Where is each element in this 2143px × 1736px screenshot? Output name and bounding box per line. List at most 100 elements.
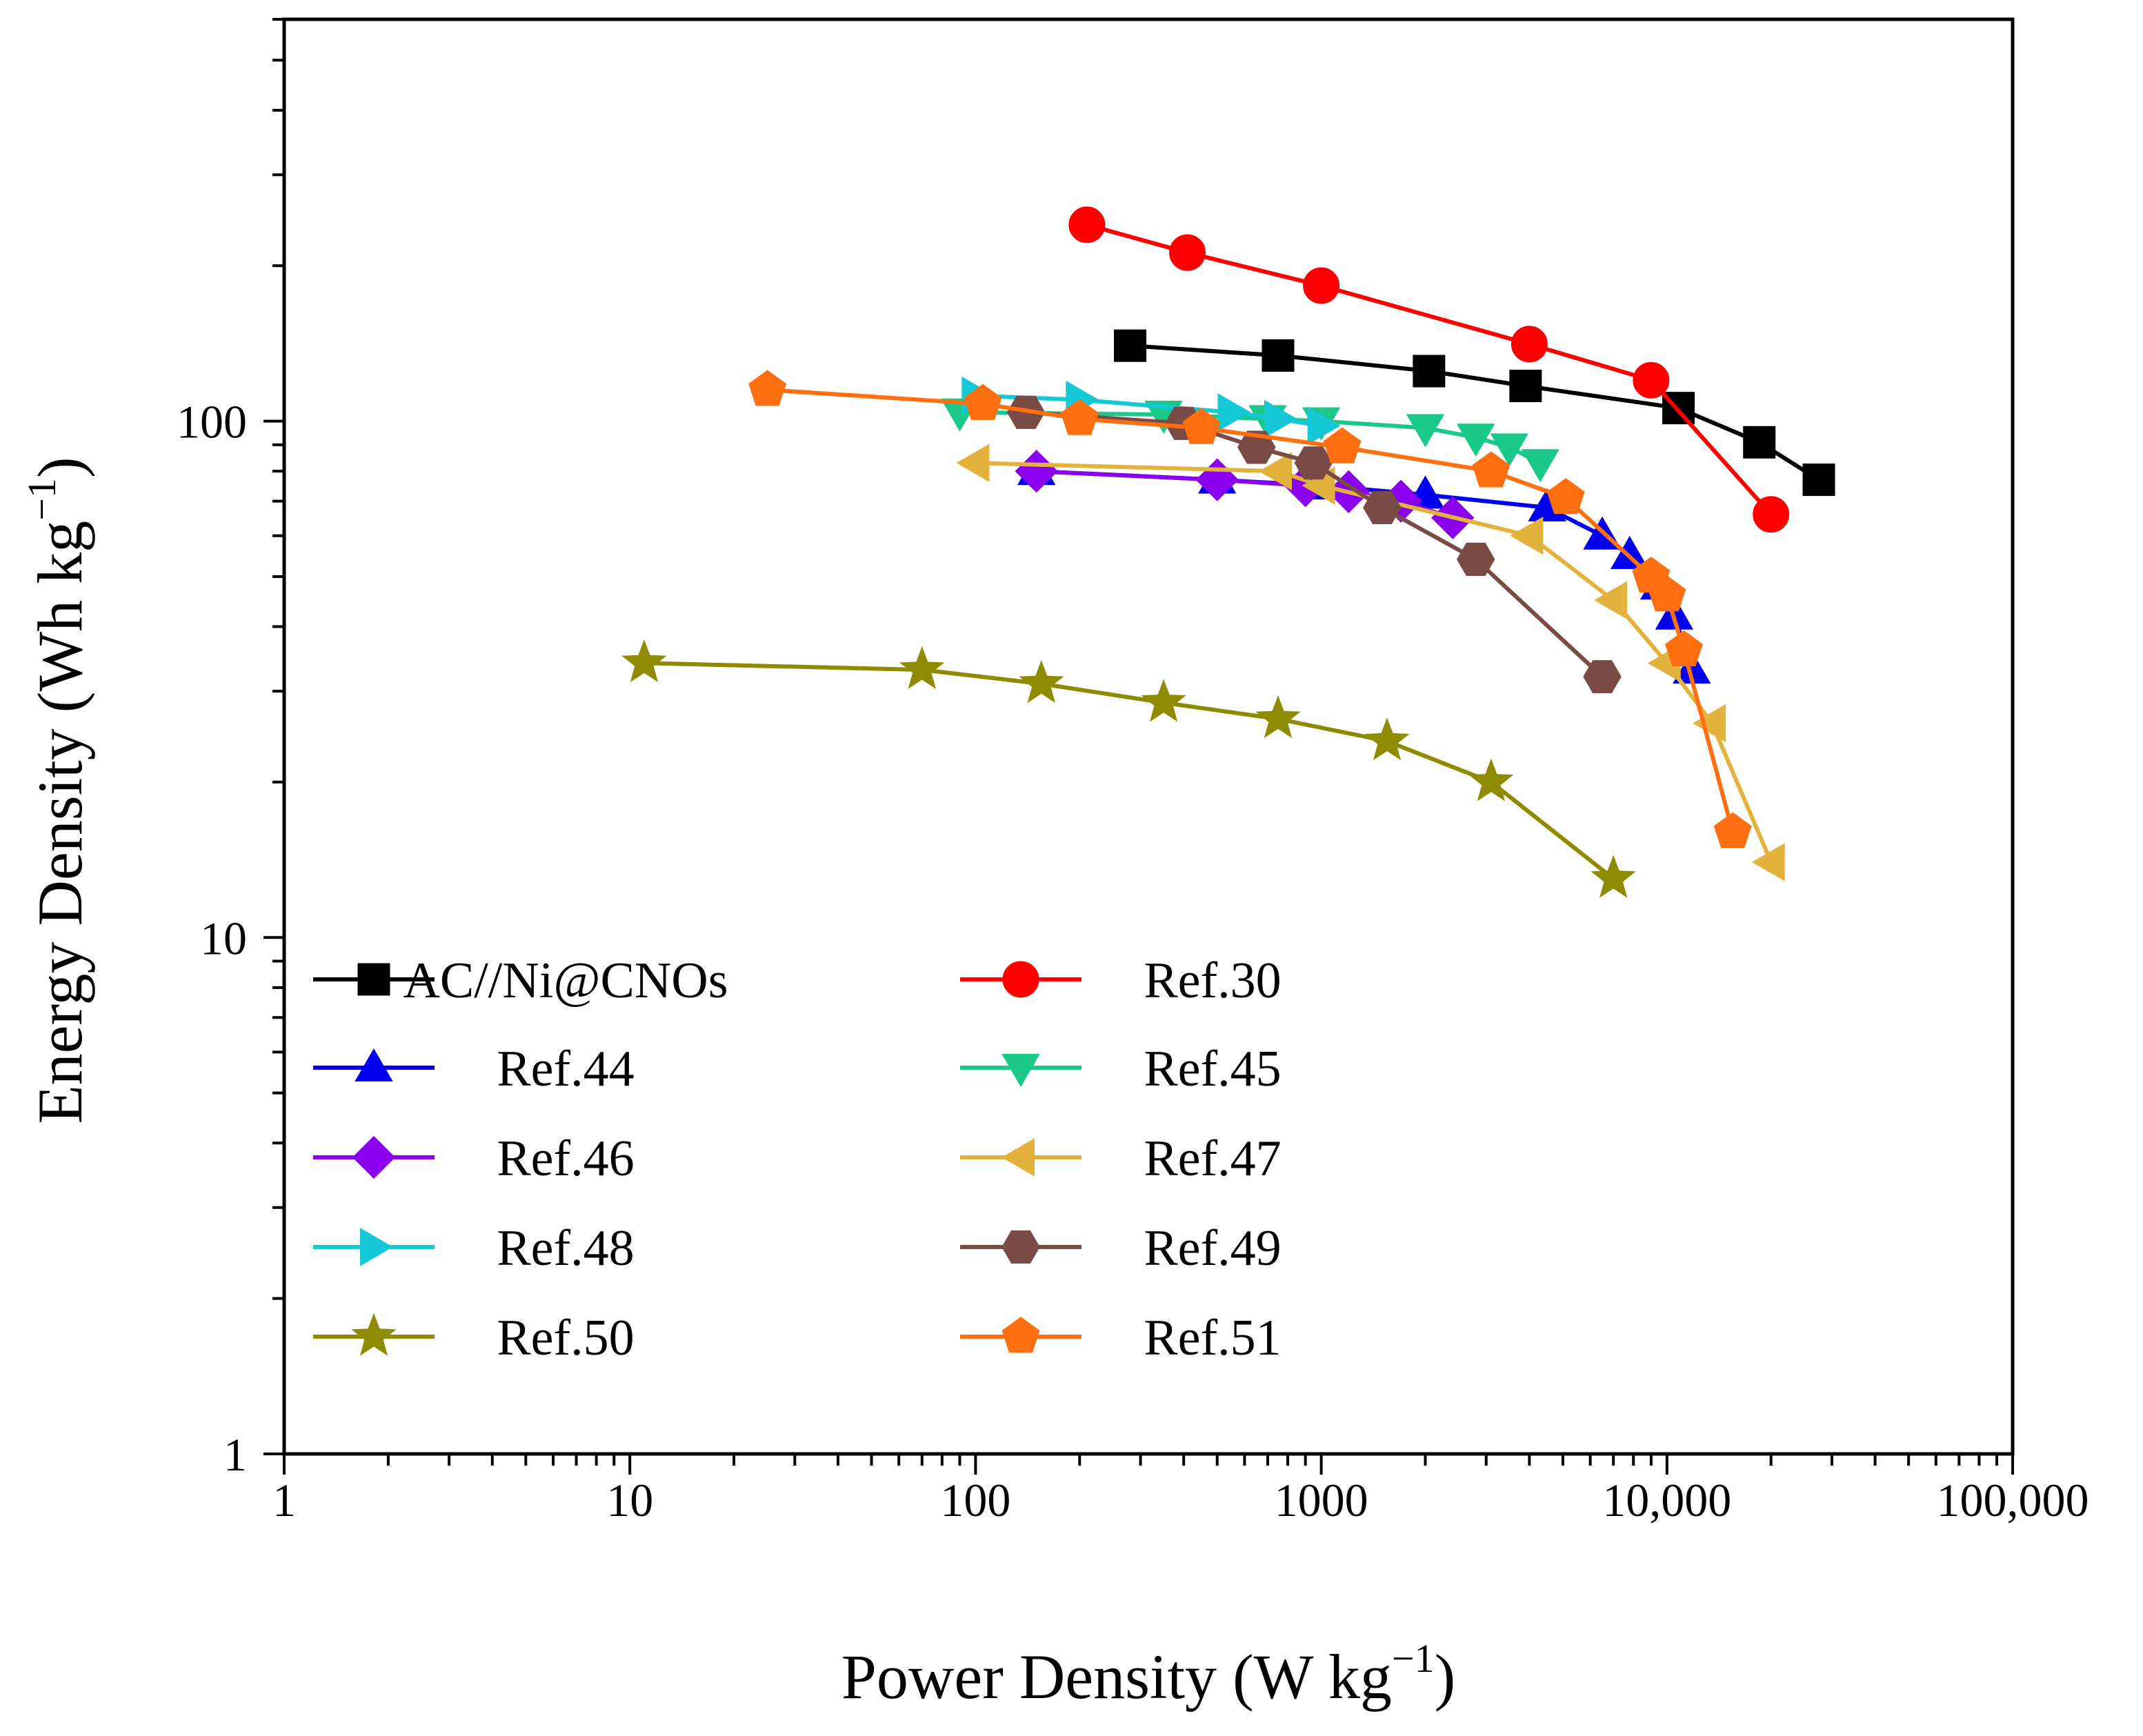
series-ref-51: [748, 370, 1752, 848]
data-point-ref-47: [1510, 517, 1544, 555]
data-point-ref-50: [1141, 679, 1186, 722]
x-tick-label: 1: [272, 1474, 296, 1526]
x-tick-label: 1000: [1275, 1474, 1368, 1526]
legend-label: Ref.50: [497, 1310, 634, 1366]
legend-marker: [1001, 1317, 1040, 1353]
data-point-ref-47: [1594, 581, 1628, 620]
data-point-ref-50: [1591, 855, 1636, 898]
y-axis-title: Energy Density (Wh kg−1): [19, 457, 95, 1124]
data-point-ref-48: [1264, 399, 1298, 439]
data-point-ref-47: [1693, 704, 1726, 743]
data-point-ac-ni-cnos: [1743, 426, 1776, 459]
data-point-ac-ni-cnos: [1802, 463, 1835, 497]
data-point-ref-30: [1169, 234, 1206, 271]
legend-label: AC//Ni@CNOs: [403, 952, 728, 1009]
data-point-ref-49: [1294, 446, 1333, 480]
series-line-ref-50: [644, 661, 1615, 881]
data-point-ref-49: [1456, 542, 1495, 576]
data-point-ref-51: [1665, 630, 1703, 667]
legend-marker: [1002, 961, 1039, 998]
legend-entry-ref-45: Ref.45: [960, 1041, 1282, 1097]
x-tick-label: 10,000: [1602, 1474, 1731, 1526]
series-ref-49: [1006, 395, 1622, 694]
tick-labels: 1 10 100 1000 10,000 100,000 1 10 100: [177, 396, 2089, 1526]
data-point-ref-47: [956, 443, 990, 482]
data-point-ref-30: [1753, 496, 1790, 533]
data-point-ref-30: [1511, 326, 1548, 363]
data-point-ref-49: [1363, 491, 1402, 524]
x-axis-title: Power Density (W kg−1): [841, 1636, 1455, 1712]
data-point-ac-ni-cnos: [1509, 370, 1542, 403]
data-point-ref-49: [1583, 660, 1622, 694]
data-point-ref-51: [1546, 478, 1585, 515]
data-point-ref-46: [1195, 458, 1239, 501]
series-ref-50: [621, 639, 1636, 898]
legend-entry-ref-49: Ref.49: [960, 1220, 1282, 1277]
data-point-ref-47: [1751, 843, 1785, 881]
series-ref-47: [956, 443, 1785, 881]
legend-marker: [1001, 1230, 1040, 1264]
data-point-ref-45: [1406, 414, 1445, 448]
data-point-ref-48: [1307, 406, 1341, 445]
data-point-ref-30: [1068, 206, 1106, 243]
legend-marker: [355, 1048, 393, 1081]
series-ac-ni-cnos: [1114, 329, 1835, 497]
legend-entry-ref-46: Ref.46: [313, 1130, 635, 1187]
legend-label: Ref.30: [1144, 952, 1281, 1009]
data-point-ref-51: [1182, 408, 1221, 444]
legend-label: Ref.51: [1144, 1310, 1281, 1366]
series-lines-and-markers: [621, 206, 1835, 898]
legend-marker: [360, 1228, 394, 1266]
data-point-ref-47: [1259, 452, 1292, 490]
data-point-ref-51: [1472, 451, 1511, 488]
legend-entry-ref-48: Ref.48: [313, 1220, 635, 1277]
data-point-ref-51: [1648, 575, 1686, 612]
legend-marker: [1001, 1138, 1035, 1177]
data-point-ac-ni-cnos: [1262, 339, 1295, 372]
legend-entry-ref-44: Ref.44: [313, 1041, 635, 1097]
legend-entry-ac-ni-cnos: AC//Ni@CNOs: [313, 952, 728, 1009]
legend-label: Ref.47: [1144, 1130, 1281, 1187]
data-point-ref-45: [1490, 433, 1528, 467]
data-point-ref-44: [1611, 535, 1649, 569]
legend-entry-ref-50: Ref.50: [313, 1310, 635, 1366]
data-point-ref-50: [621, 639, 667, 683]
legend-label: Ref.48: [497, 1220, 634, 1277]
series-ref-30: [1068, 206, 1790, 533]
y-tick-label: 10: [200, 912, 247, 964]
data-point-ref-50: [1019, 660, 1064, 704]
legend-entry-ref-30: Ref.30: [960, 952, 1282, 1009]
legend-marker: [351, 1313, 397, 1356]
legend-marker: [1001, 1054, 1040, 1088]
data-point-ref-48: [1217, 393, 1251, 432]
legend-marker: [352, 1135, 396, 1179]
data-point-ref-51: [964, 383, 1002, 420]
x-tick-label: 100: [940, 1474, 1010, 1526]
data-point-ref-50: [1364, 717, 1410, 761]
data-point-ref-45: [1457, 423, 1495, 457]
legend-entry-ref-51: Ref.51: [960, 1310, 1282, 1366]
data-point-ac-ni-cnos: [1413, 355, 1446, 388]
data-point-ref-46: [1015, 450, 1058, 493]
y-tick-label: 100: [177, 396, 247, 448]
data-point-ref-51: [1323, 427, 1362, 463]
data-point-ref-30: [1303, 267, 1340, 304]
legend-marker: [357, 963, 390, 996]
legend-entry-ref-47: Ref.47: [960, 1130, 1282, 1187]
axis-ticks: [263, 18, 2014, 1475]
data-point-ref-51: [1713, 812, 1752, 848]
plot-frame: [282, 17, 2015, 1456]
legend-label: Ref.49: [1144, 1220, 1281, 1277]
y-tick-label: 1: [223, 1428, 247, 1481]
legend-label: Ref.45: [1144, 1041, 1281, 1097]
data-point-ref-49: [1237, 430, 1276, 464]
data-point-ref-51: [1060, 399, 1099, 435]
x-tick-label: 100,000: [1937, 1474, 2089, 1526]
data-point-ref-50: [1255, 695, 1301, 739]
data-point-ac-ni-cnos: [1114, 329, 1147, 362]
legend-label: Ref.44: [497, 1041, 634, 1097]
data-point-ref-45: [1521, 449, 1559, 483]
series-line-ref-44: [1036, 469, 1694, 671]
x-tick-label: 10: [606, 1474, 653, 1526]
legend-label: Ref.46: [497, 1130, 634, 1187]
